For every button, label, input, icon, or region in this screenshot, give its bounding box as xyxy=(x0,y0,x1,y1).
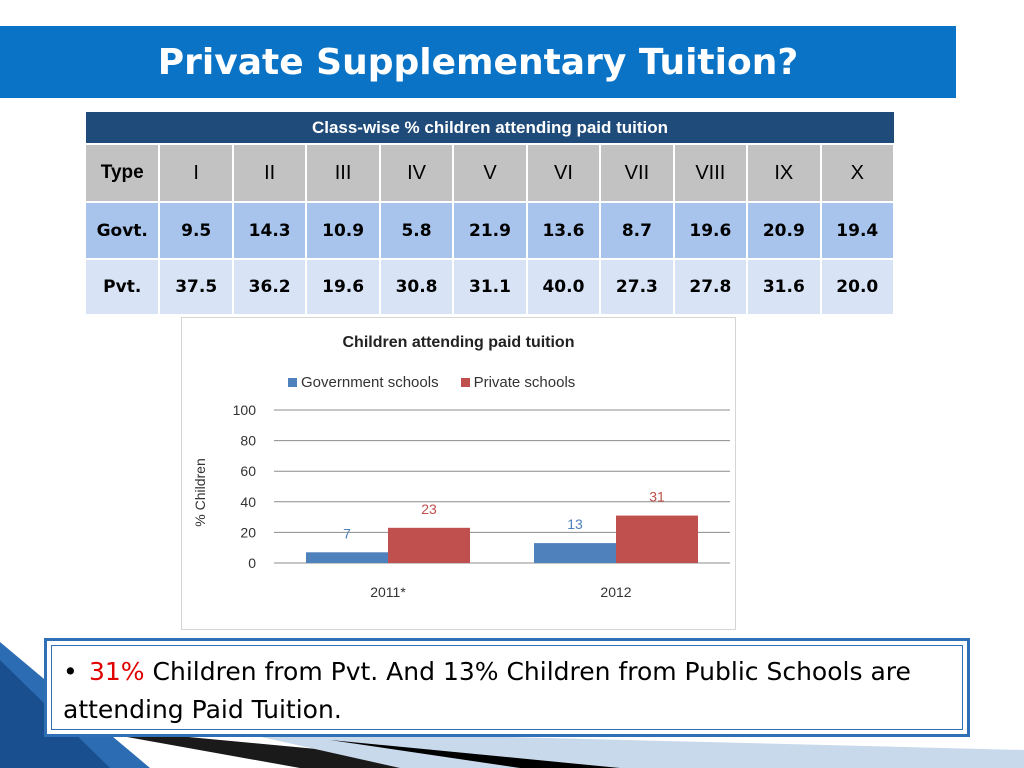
y-tick-label: 40 xyxy=(240,494,256,510)
y-tick-label: 60 xyxy=(240,463,256,479)
header-cell: II xyxy=(232,144,308,203)
table-cell: 8.7 xyxy=(600,202,675,260)
chart-title: Children attending paid tuition xyxy=(342,334,575,351)
table-cell: 27.8 xyxy=(673,259,749,314)
table-cell: 10.9 xyxy=(306,202,381,260)
header-cell: IV xyxy=(379,144,455,203)
row-type-cell: Govt. xyxy=(86,202,161,260)
bar xyxy=(388,527,470,563)
note-inner-border xyxy=(51,645,963,730)
table-cell: 31.1 xyxy=(453,259,528,314)
bar xyxy=(306,552,388,563)
y-tick-label: 0 xyxy=(248,555,256,571)
legend-swatch xyxy=(460,378,470,387)
bar xyxy=(534,543,616,563)
data-label: 31 xyxy=(649,489,665,505)
row-type-cell: Pvt. xyxy=(86,259,161,314)
x-tick-label: 2011* xyxy=(370,584,406,600)
table-cell: 20.0 xyxy=(820,259,896,314)
chart-legend: Government schools Private schools xyxy=(288,374,575,391)
table-cell: 19.6 xyxy=(673,202,749,260)
header-cell: III xyxy=(306,144,381,203)
data-label: 7 xyxy=(343,525,351,541)
note-highlight: 31% xyxy=(89,657,145,686)
header-cell: V xyxy=(453,144,528,203)
data-label: 13 xyxy=(567,516,583,532)
table-cell: 9.5 xyxy=(159,202,234,260)
y-axis-label: % Children xyxy=(192,458,208,526)
legend-swatch xyxy=(288,378,297,387)
legend-label: Private schools xyxy=(473,374,576,391)
note-text: • 31% Children from Pvt. And 13% Children… xyxy=(63,653,943,729)
chart-plot: 0 20 40 60 80 100 % Children 7 23 2011* 13 31 2012 xyxy=(192,402,730,600)
table-cell: 30.8 xyxy=(379,259,455,314)
header-cell: Type xyxy=(86,144,161,203)
header-cell: VII xyxy=(600,144,675,203)
table-cell: 31.6 xyxy=(747,259,822,314)
header-cell: X xyxy=(820,144,896,203)
title-banner: Private Supplementary Tuition? xyxy=(0,26,956,98)
table-cell: 21.9 xyxy=(453,202,528,260)
bar-chart: Children attending paid tuition Governme… xyxy=(181,317,736,630)
table-cell: 40.0 xyxy=(526,259,602,314)
header-cell: IX xyxy=(747,144,822,203)
table-cell: 14.3 xyxy=(232,202,308,260)
table-cell: 37.5 xyxy=(159,259,234,314)
legend-label: Government schools xyxy=(301,374,439,391)
table-cell: 19.4 xyxy=(820,202,896,260)
y-tick-label: 20 xyxy=(240,524,256,540)
header-cell: VI xyxy=(526,144,602,203)
table-cell: 5.8 xyxy=(379,202,455,260)
table-cell: 19.6 xyxy=(306,259,381,314)
note-body: Children from Pvt. And 13% Children from… xyxy=(63,657,911,724)
bar xyxy=(616,515,698,563)
table-row-pvt: Pvt. 37.5 36.2 19.6 30.8 31.1 40.0 27.3 … xyxy=(86,259,896,314)
header-cell: VIII xyxy=(673,144,749,203)
legend-item-private: Private schools xyxy=(460,374,576,391)
y-tick-label: 80 xyxy=(240,433,256,449)
table-header-row: Type I II III IV V VI VII VIII IX X xyxy=(86,144,896,203)
page-title: Private Supplementary Tuition? xyxy=(157,41,799,83)
table-cell: 36.2 xyxy=(232,259,308,314)
table-cell: 13.6 xyxy=(526,202,602,260)
table-cell: 20.9 xyxy=(747,202,822,260)
table-cell: 27.3 xyxy=(600,259,675,314)
legend-item-government: Government schools xyxy=(288,374,439,391)
x-tick-label: 2012 xyxy=(600,584,631,600)
data-label: 23 xyxy=(421,501,437,517)
table-row-govt: Govt. 9.5 14.3 10.9 5.8 21.9 13.6 8.7 19… xyxy=(86,202,896,260)
note-box: • 31% Children from Pvt. And 13% Children… xyxy=(44,638,970,737)
bullet-icon: • xyxy=(63,657,78,686)
y-tick-label: 100 xyxy=(233,402,257,418)
table-caption: Class-wise % children attending paid tui… xyxy=(86,112,894,145)
tuition-table: Class-wise % children attending paid tui… xyxy=(86,112,896,314)
header-cell: I xyxy=(159,144,234,203)
